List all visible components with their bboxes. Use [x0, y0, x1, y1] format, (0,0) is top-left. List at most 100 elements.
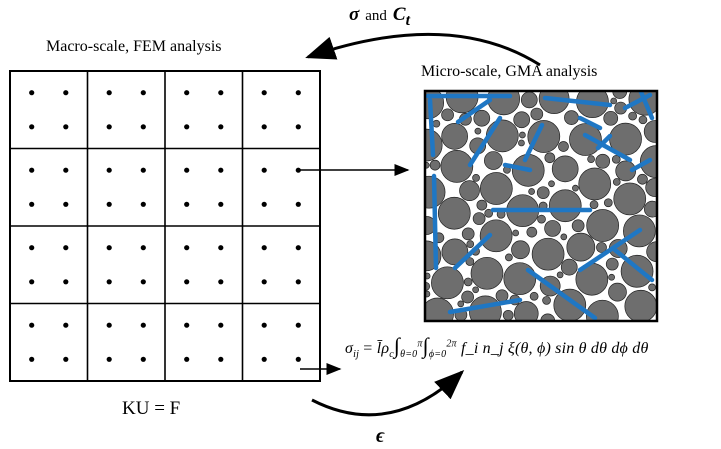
formula-eq: = — [363, 340, 373, 357]
particle — [529, 291, 539, 301]
particle — [587, 155, 595, 163]
gauss-point — [29, 245, 35, 251]
fiber — [447, 297, 523, 315]
top-curved-arrow — [305, 32, 541, 67]
particle — [612, 178, 621, 186]
fiber — [629, 157, 653, 173]
fiber — [502, 162, 533, 173]
macro-scale-label: Macro-scale, FEM analysis — [46, 38, 222, 55]
fiber — [577, 115, 603, 131]
particle — [603, 110, 619, 126]
ct-subscript: t — [405, 11, 411, 29]
particle — [425, 175, 446, 209]
gauss-point — [184, 124, 190, 130]
fiber — [525, 267, 598, 321]
fiber — [431, 173, 439, 271]
and-word: and — [365, 8, 387, 24]
micro-structure — [423, 89, 659, 323]
particle — [463, 277, 473, 287]
gauss-point — [295, 201, 301, 207]
particle — [544, 152, 556, 164]
gauss-point — [218, 167, 224, 173]
sigma-ct-label: σ and Ct — [349, 4, 410, 30]
gauss-point — [106, 124, 112, 130]
particle — [531, 237, 565, 271]
particle — [459, 180, 480, 202]
particle — [425, 297, 454, 321]
particle — [595, 153, 611, 169]
particle — [437, 196, 471, 230]
particle — [470, 256, 504, 290]
particle — [537, 214, 546, 224]
gauss-point — [140, 279, 146, 285]
particle — [638, 115, 648, 125]
formula-rho: l̄ρ — [376, 340, 390, 357]
micro-scale-label: Micro-scale, GMA analysis — [421, 63, 598, 80]
particle — [644, 200, 657, 218]
gauss-point — [261, 245, 267, 251]
formula-lhs: σ — [345, 340, 354, 357]
particle — [527, 120, 561, 153]
gauss-point — [63, 356, 69, 362]
sigma-symbol: σ — [349, 4, 360, 25]
particle — [441, 238, 469, 266]
gauss-point — [106, 279, 112, 285]
particle — [564, 110, 579, 125]
gauss-point — [106, 356, 112, 362]
particle — [528, 188, 535, 195]
particle — [526, 226, 538, 238]
gauss-point — [184, 322, 190, 328]
particle — [596, 242, 607, 253]
gauss-point — [184, 90, 190, 96]
particle — [461, 290, 474, 304]
fiber — [542, 95, 613, 108]
particle — [553, 288, 587, 321]
particle — [432, 119, 441, 128]
particle — [503, 262, 537, 296]
gauss-point — [184, 167, 190, 173]
particle — [608, 273, 615, 281]
gauss-point — [29, 124, 35, 130]
ku-equation-label: KU = F — [122, 398, 181, 419]
particle — [605, 257, 619, 271]
particle — [624, 289, 657, 321]
particle — [548, 189, 582, 223]
gauss-point — [218, 245, 224, 251]
gauss-point — [29, 322, 35, 328]
gauss-point — [295, 167, 301, 173]
gauss-point — [261, 201, 267, 207]
gauss-point — [63, 279, 69, 285]
particle — [560, 258, 578, 276]
gauss-point — [106, 90, 112, 96]
fiber — [577, 227, 643, 273]
particle — [544, 220, 561, 237]
gauss-point — [218, 90, 224, 96]
particle — [465, 257, 475, 266]
bottom-curved-arrow — [311, 369, 465, 417]
gauss-point — [261, 90, 267, 96]
gauss-point — [29, 201, 35, 207]
fiber-network — [425, 91, 655, 321]
gauss-point — [106, 167, 112, 173]
particle — [441, 123, 468, 150]
particle — [513, 111, 531, 129]
particle — [469, 295, 502, 321]
formula-lhs-sub: ij — [353, 349, 360, 361]
particle — [466, 240, 475, 248]
gauss-point — [63, 167, 69, 173]
gauss-point — [140, 124, 146, 130]
gauss-point — [140, 356, 146, 362]
particle — [569, 123, 602, 156]
gauss-point — [218, 124, 224, 130]
fiber — [452, 232, 493, 271]
gauss-point — [106, 245, 112, 251]
particle — [615, 160, 637, 182]
particle — [502, 309, 514, 321]
particle — [586, 209, 620, 242]
particle — [637, 173, 648, 185]
gauss-point — [184, 245, 190, 251]
particle — [611, 154, 621, 164]
gauss-point — [295, 124, 301, 130]
particle — [495, 289, 509, 303]
